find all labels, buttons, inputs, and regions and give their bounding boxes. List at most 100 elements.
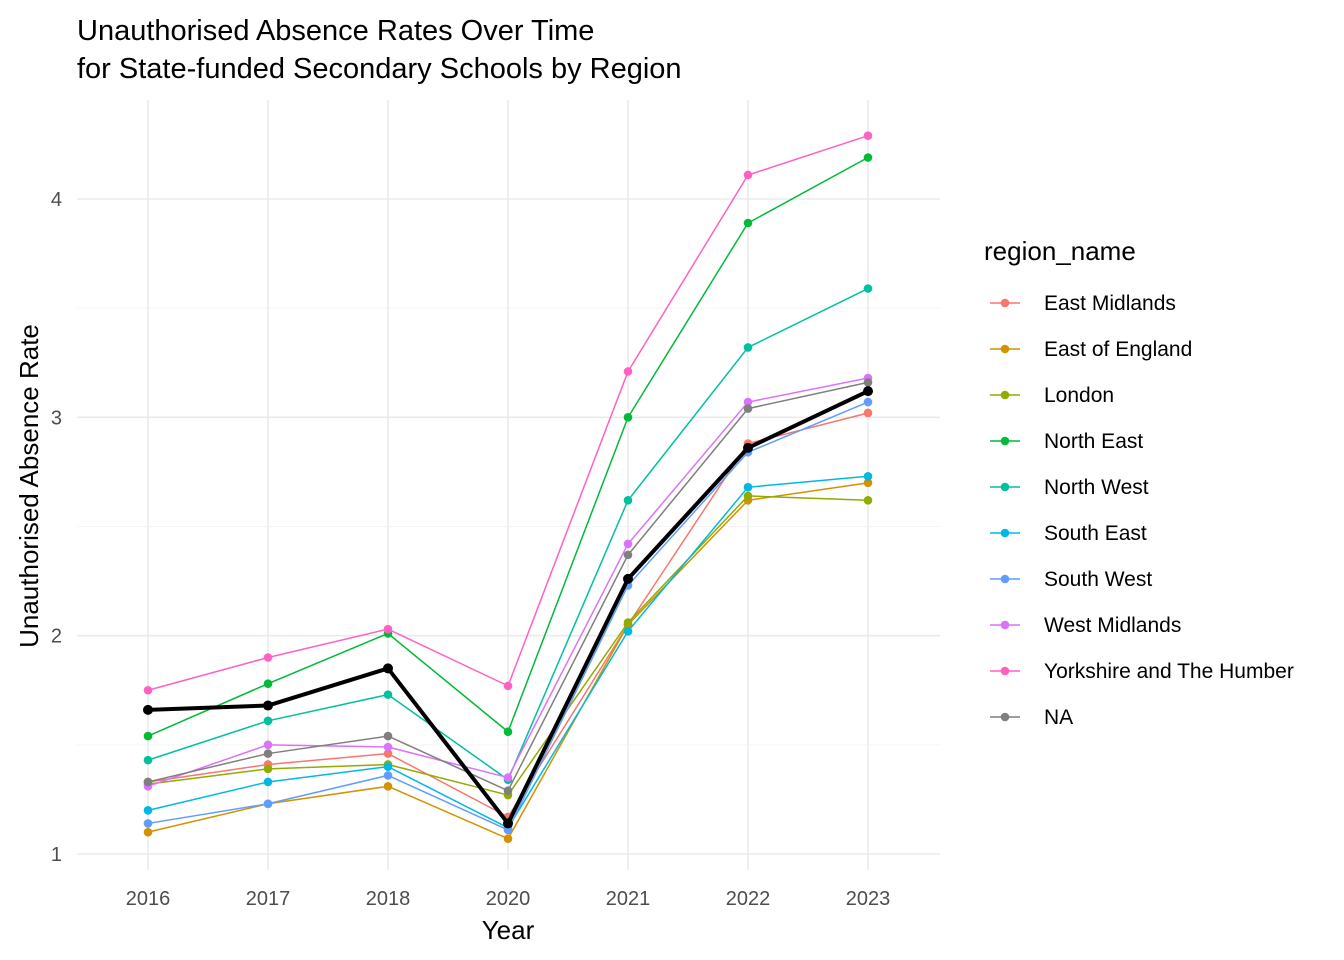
legend-item-east-of-england: East of England bbox=[990, 338, 1192, 361]
legend-key-point bbox=[1000, 666, 1010, 676]
point-west-midlands-2017 bbox=[263, 740, 273, 750]
legend-key-point bbox=[1000, 528, 1010, 538]
point-yorkshire-and-the-humber-2022 bbox=[743, 170, 753, 180]
point-na-2016 bbox=[143, 777, 153, 787]
legend-key-point bbox=[1000, 436, 1010, 446]
legend-item-south-west: South West bbox=[990, 568, 1152, 591]
series-lines bbox=[143, 131, 873, 844]
point-north-east-2021 bbox=[623, 413, 633, 422]
series-yorkshire-and-the-humber bbox=[143, 131, 873, 695]
y-tick-label-3: 3 bbox=[51, 407, 62, 429]
legend-label-south-west: South West bbox=[1044, 568, 1152, 591]
legend-key-point bbox=[1000, 482, 1010, 492]
point-london-2023 bbox=[863, 496, 873, 505]
highlight-point-2018 bbox=[383, 663, 393, 674]
point-north-west-2017 bbox=[263, 716, 273, 726]
x-tick-label-2023: 2023 bbox=[846, 888, 891, 910]
legend-key-point bbox=[1000, 390, 1010, 400]
point-yorkshire-and-the-humber-2020 bbox=[503, 681, 513, 691]
point-south-east-2017 bbox=[263, 777, 273, 787]
legend-item-west-midlands: West Midlands bbox=[990, 614, 1181, 637]
legend-key-point bbox=[1000, 620, 1010, 630]
x-axis-title: Year bbox=[482, 915, 535, 945]
point-west-midlands-2021 bbox=[623, 539, 633, 549]
legend-key-point bbox=[1000, 298, 1010, 308]
point-north-west-2016 bbox=[143, 755, 153, 765]
point-na-2020 bbox=[503, 786, 513, 795]
y-tick-label-4: 4 bbox=[51, 189, 62, 211]
point-north-west-2023 bbox=[863, 284, 873, 293]
highlight-point-2022 bbox=[743, 442, 753, 453]
legend-label-london: London bbox=[1044, 384, 1114, 407]
series-north-east bbox=[143, 153, 873, 741]
point-north-east-2022 bbox=[743, 218, 753, 228]
x-tick-label-2021: 2021 bbox=[606, 888, 651, 910]
point-yorkshire-and-the-humber-2021 bbox=[623, 367, 633, 376]
point-south-west-2023 bbox=[863, 397, 873, 407]
point-yorkshire-and-the-humber-2023 bbox=[863, 131, 873, 140]
point-london-2017 bbox=[263, 764, 273, 774]
x-tick-label-2018: 2018 bbox=[366, 888, 411, 910]
legend-item-north-east: North East bbox=[990, 430, 1143, 453]
legend-label-south-east: South East bbox=[1044, 522, 1147, 545]
point-south-east-2021 bbox=[623, 627, 633, 636]
legend-label-north-east: North East bbox=[1044, 430, 1143, 453]
point-east-midlands-2023 bbox=[863, 408, 873, 418]
point-north-west-2018 bbox=[383, 690, 393, 699]
legend-label-north-west: North West bbox=[1044, 476, 1149, 499]
legend-item-north-west: North West bbox=[990, 476, 1149, 499]
y-tick-label-1: 1 bbox=[51, 844, 62, 866]
point-na-2018 bbox=[383, 731, 393, 741]
point-east-of-england-2020 bbox=[503, 834, 513, 844]
legend-item-london: London bbox=[990, 384, 1114, 407]
point-south-east-2022 bbox=[743, 482, 753, 492]
highlight-point-2023 bbox=[863, 386, 873, 397]
legend-label-east-of-england: East of England bbox=[1044, 338, 1192, 361]
point-west-midlands-2020 bbox=[503, 773, 513, 782]
point-na-2021 bbox=[623, 550, 633, 560]
point-south-east-2023 bbox=[863, 471, 873, 481]
chart-title-line-2: for State-funded Secondary Schools by Re… bbox=[77, 53, 682, 85]
x-tick-label-2020: 2020 bbox=[486, 888, 531, 910]
legend-key-point bbox=[1000, 574, 1010, 584]
highlight-point-2021 bbox=[623, 573, 633, 584]
legend-title: region_name bbox=[984, 236, 1136, 266]
point-north-east-2020 bbox=[503, 727, 513, 737]
point-south-east-2016 bbox=[143, 806, 153, 815]
point-north-west-2021 bbox=[623, 496, 633, 505]
point-west-midlands-2022 bbox=[743, 397, 753, 407]
point-north-east-2017 bbox=[263, 679, 273, 688]
legend-item-south-east: South East bbox=[990, 522, 1147, 545]
point-south-west-2017 bbox=[263, 799, 273, 809]
series-na bbox=[143, 378, 873, 795]
highlight-point-2016 bbox=[143, 704, 153, 715]
plot-grid bbox=[77, 100, 940, 870]
highlight-point-2017 bbox=[263, 700, 273, 711]
point-yorkshire-and-the-humber-2018 bbox=[383, 624, 393, 634]
y-axis-title: Unauthorised Absence Rate bbox=[14, 324, 44, 648]
legend-item-yorkshire-and-the-humber: Yorkshire and The Humber bbox=[990, 660, 1294, 683]
x-tick-label-2016: 2016 bbox=[126, 888, 171, 910]
highlight-point-2020 bbox=[503, 818, 513, 829]
legend-item-na: NA bbox=[990, 706, 1073, 729]
legend-label-na: NA bbox=[1044, 706, 1073, 729]
x-tick-label-2022: 2022 bbox=[726, 888, 771, 910]
point-east-of-england-2016 bbox=[143, 827, 153, 837]
point-east-of-england-2018 bbox=[383, 782, 393, 791]
y-axis-ticks: 1 2 3 4 bbox=[51, 189, 62, 866]
point-north-west-2022 bbox=[743, 343, 753, 352]
highlight-series bbox=[143, 386, 873, 829]
point-yorkshire-and-the-humber-2016 bbox=[143, 685, 153, 695]
x-axis-ticks: 2016 2017 2018 2020 2021 2022 2023 bbox=[126, 888, 891, 910]
x-tick-label-2017: 2017 bbox=[246, 888, 291, 910]
point-na-2023 bbox=[863, 378, 873, 387]
point-south-east-2018 bbox=[383, 762, 393, 771]
point-north-east-2023 bbox=[863, 153, 873, 162]
legend-label-yorkshire-and-the-humber: Yorkshire and The Humber bbox=[1044, 660, 1294, 683]
point-london-2022 bbox=[743, 491, 753, 501]
point-yorkshire-and-the-humber-2017 bbox=[263, 653, 273, 662]
point-london-2021 bbox=[623, 618, 633, 627]
legend: region_name East Midlands East of England… bbox=[984, 236, 1294, 729]
point-east-midlands-2018 bbox=[383, 749, 393, 758]
